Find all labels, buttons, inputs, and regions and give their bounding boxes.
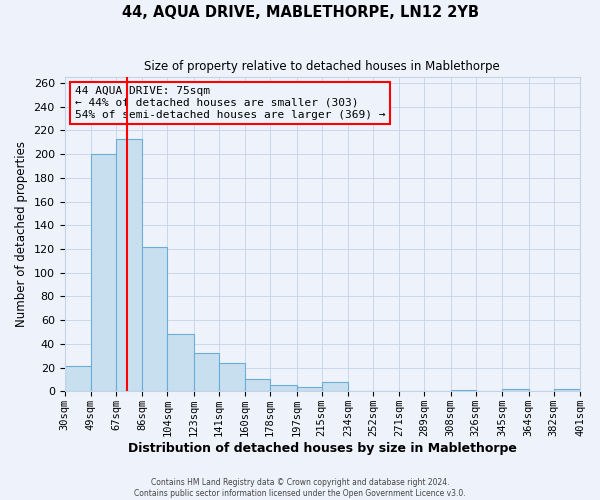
- Y-axis label: Number of detached properties: Number of detached properties: [15, 141, 28, 327]
- Bar: [65, 366, 91, 392]
- Bar: [194, 354, 219, 392]
- Bar: [554, 389, 580, 392]
- Text: 44, AQUA DRIVE, MABLETHORPE, LN12 2YB: 44, AQUA DRIVE, MABLETHORPE, LN12 2YB: [121, 5, 479, 20]
- Bar: [245, 380, 270, 392]
- Bar: [116, 138, 142, 392]
- Bar: [91, 154, 116, 392]
- Text: Contains HM Land Registry data © Crown copyright and database right 2024.
Contai: Contains HM Land Registry data © Crown c…: [134, 478, 466, 498]
- Bar: [219, 363, 245, 392]
- Bar: [322, 382, 348, 392]
- Bar: [451, 390, 476, 392]
- Title: Size of property relative to detached houses in Mablethorpe: Size of property relative to detached ho…: [145, 60, 500, 73]
- Text: 44 AQUA DRIVE: 75sqm
← 44% of detached houses are smaller (303)
54% of semi-deta: 44 AQUA DRIVE: 75sqm ← 44% of detached h…: [75, 86, 385, 120]
- Bar: [167, 334, 194, 392]
- X-axis label: Distribution of detached houses by size in Mablethorpe: Distribution of detached houses by size …: [128, 442, 517, 455]
- Bar: [142, 246, 167, 392]
- Bar: [270, 386, 296, 392]
- Bar: [502, 389, 529, 392]
- Bar: [296, 386, 322, 392]
